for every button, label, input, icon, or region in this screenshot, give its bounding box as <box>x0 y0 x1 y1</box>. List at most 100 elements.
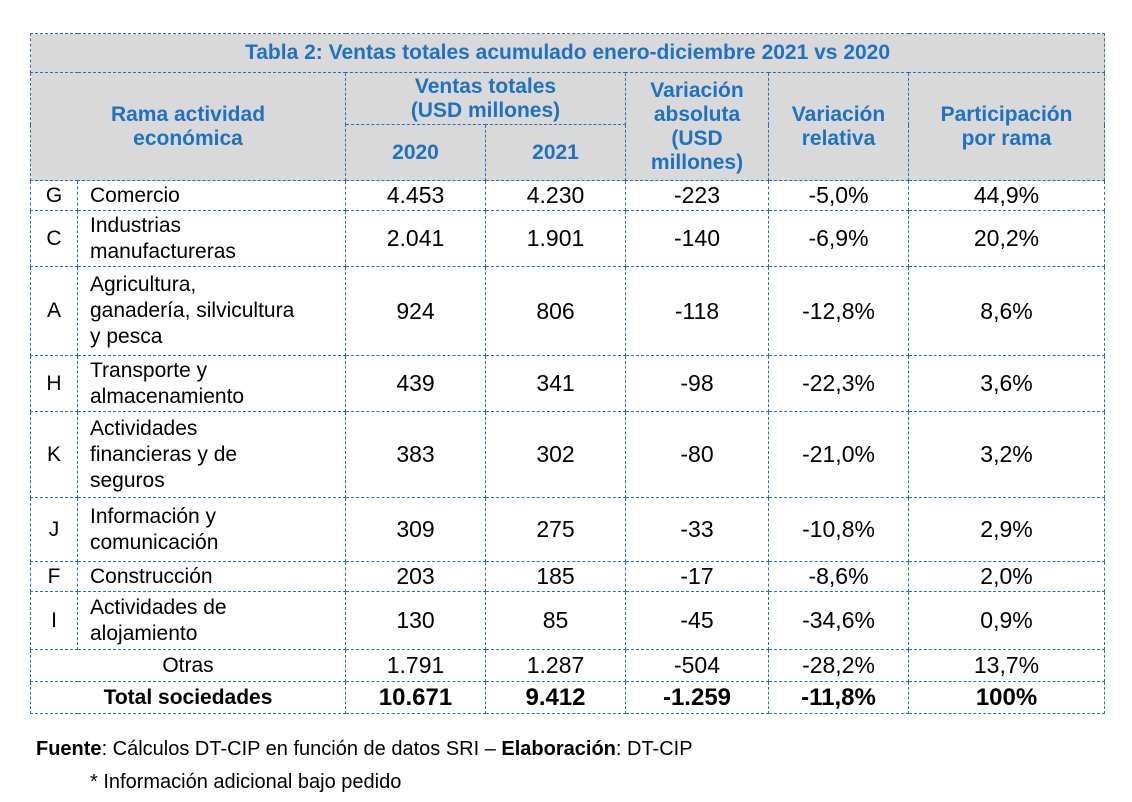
row-2020: 439 <box>345 355 486 412</box>
header-var-abs-line2: absoluta <box>653 102 741 126</box>
total-row: Total sociedades 10.671 9.412 -1.259 -11… <box>30 681 1106 714</box>
row-code: I <box>30 591 78 650</box>
row-part: 3,6% <box>907 355 1106 412</box>
row-var-rel: -21,0% <box>768 411 909 498</box>
row-var-rel: -6,9% <box>768 210 909 267</box>
row-part: 2,9% <box>907 497 1106 562</box>
header-year-2021: 2021 <box>485 124 626 181</box>
row-name-line: Construcción <box>90 564 213 588</box>
row-name: Información y comunicación <box>77 497 346 562</box>
row-name-line: Actividades <box>90 416 198 440</box>
elaboracion-label: Elaboración <box>501 738 616 760</box>
row-name-line: Actividades de <box>90 595 227 619</box>
row-2021: 185 <box>485 561 626 592</box>
row-var-abs: -17 <box>625 561 769 592</box>
total-var-abs: -1.259 <box>625 681 769 714</box>
total-2020: 10.671 <box>345 681 486 714</box>
row-2021: 4.230 <box>485 180 626 211</box>
row-part: 2,0% <box>907 561 1106 592</box>
row-part: 3,2% <box>907 411 1106 498</box>
row-code: J <box>30 497 78 562</box>
row-name-line: Transporte y <box>90 358 208 382</box>
otras-part: 13,7% <box>907 649 1106 682</box>
row-name-line: Información y <box>90 504 217 528</box>
header-var-abs-line1: Variación <box>650 78 744 102</box>
otras-var-abs: -504 <box>625 649 769 682</box>
row-var-abs: -80 <box>625 411 769 498</box>
fuente-text: : Cálculos DT-CIP en función de datos SR… <box>101 738 502 760</box>
row-name-line: almacenamiento <box>90 384 245 408</box>
table-row: K Actividades financieras y de seguros 383… <box>30 411 1106 498</box>
row-name: Industrias manufactureras <box>77 210 346 267</box>
header-rama: Rama actividad económica <box>30 72 346 181</box>
row-var-rel: -34,6% <box>768 591 909 650</box>
row-2021: 1.901 <box>485 210 626 267</box>
table-row: I Actividades de alojamiento 130 85 -45 -… <box>30 591 1106 650</box>
row-code: C <box>30 210 78 267</box>
row-name: Actividades financieras y de seguros <box>77 411 346 498</box>
row-2020: 309 <box>345 497 486 562</box>
row-code: A <box>30 266 78 356</box>
header-year-2020: 2020 <box>345 124 486 181</box>
row-name-line: Industrias <box>90 213 182 237</box>
otras-2020: 1.791 <box>345 649 486 682</box>
source-note: Fuente: Cálculos DT-CIP en función de da… <box>36 738 693 761</box>
row-name-line: seguros <box>90 468 165 492</box>
row-code: G <box>30 180 78 211</box>
row-2020: 2.041 <box>345 210 486 267</box>
row-2021: 275 <box>485 497 626 562</box>
total-var-rel: -11,8% <box>768 681 909 714</box>
table-row: J Información y comunicación 309 275 -33 … <box>30 497 1106 562</box>
row-2021: 85 <box>485 591 626 650</box>
row-name-line: comunicación <box>90 530 219 554</box>
header-var-rel-line1: Variación <box>791 102 886 126</box>
row-code: K <box>30 411 78 498</box>
row-name-line: ganadería, silvicultura <box>90 299 295 322</box>
row-name-line: Agricultura, <box>90 273 197 296</box>
row-part: 20,2% <box>907 210 1106 267</box>
header-participacion: Participación por rama <box>907 72 1106 181</box>
row-part: 44,9% <box>907 180 1106 211</box>
row-2020: 130 <box>345 591 486 650</box>
total-part: 100% <box>907 681 1106 714</box>
table-row: C Industrias manufactureras 2.041 1.901 -… <box>30 210 1106 267</box>
row-name: Construcción <box>77 561 346 592</box>
header-ventas: Ventas totales (USD millones) <box>345 72 626 125</box>
row-name: Comercio <box>77 180 346 211</box>
row-var-abs: -118 <box>625 266 769 356</box>
row-2020: 924 <box>345 266 486 356</box>
row-2021: 341 <box>485 355 626 412</box>
row-2020: 203 <box>345 561 486 592</box>
header-var-abs-line4: millones) <box>650 150 744 174</box>
header-part-line1: Participación <box>940 102 1073 126</box>
row-name-line: financieras y de <box>90 442 238 466</box>
row-var-abs: -140 <box>625 210 769 267</box>
row-name-line: y pesca <box>90 325 163 348</box>
row-var-abs: -98 <box>625 355 769 412</box>
header-ventas-line2: (USD millones) <box>410 98 561 122</box>
additional-info-note: * Información adicional bajo pedido <box>90 771 402 793</box>
row-var-rel: -22,3% <box>768 355 909 412</box>
header-ventas-line1: Ventas totales <box>414 74 557 98</box>
row-var-rel: -8,6% <box>768 561 909 592</box>
row-name: Agricultura, ganadería, silvicultura y pes… <box>77 266 346 356</box>
sales-table: Tabla 2: Ventas totales acumulado enero-… <box>29 33 1106 714</box>
row-part: 0,9% <box>907 591 1106 650</box>
header-rama-line1: Rama actividad <box>110 102 266 126</box>
row-var-rel: -5,0% <box>768 180 909 211</box>
otras-label: Otras <box>30 649 346 682</box>
header-var-abs: Variación absoluta (USD millones) <box>625 72 769 181</box>
row-name-line: alojamiento <box>90 621 198 645</box>
row-name-line: manufactureras <box>90 239 236 263</box>
header-var-abs-line3: (USD <box>671 126 723 150</box>
row-var-abs: -33 <box>625 497 769 562</box>
header-rama-line2: económica <box>133 126 243 150</box>
table-row: F Construcción 203 185 -17 -8,6% 2,0% <box>30 561 1106 592</box>
row-code: H <box>30 355 78 412</box>
fuente-label: Fuente <box>36 738 102 760</box>
otras-row: Otras 1.791 1.287 -504 -28,2% 13,7% <box>30 649 1106 682</box>
row-2020: 4.453 <box>345 180 486 211</box>
row-var-rel: -12,8% <box>768 266 909 356</box>
otras-2021: 1.287 <box>485 649 626 682</box>
table-row: A Agricultura, ganadería, silvicultura y p… <box>30 266 1106 356</box>
